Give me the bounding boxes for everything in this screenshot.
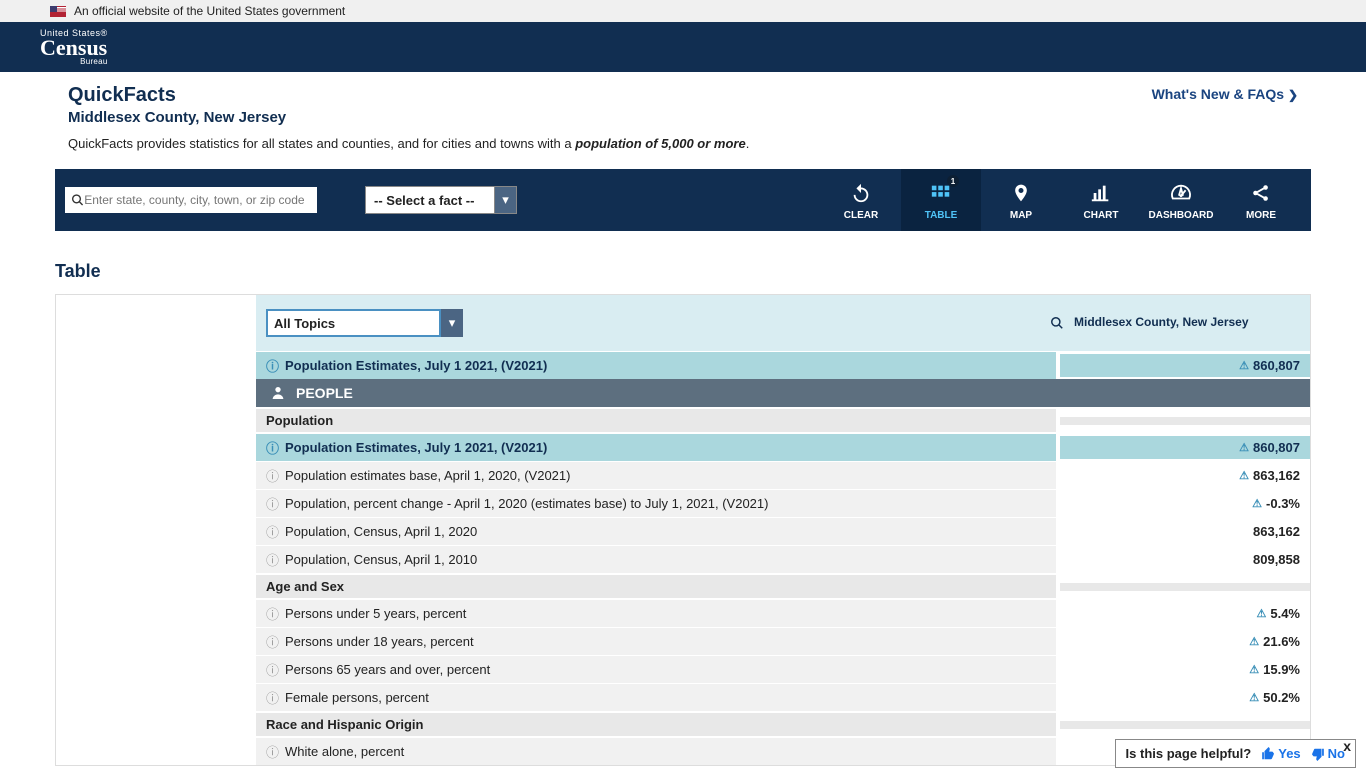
warning-icon[interactable]: ⚠ — [1252, 497, 1262, 510]
data-table: All Topics ▾ Middlesex County, New Jerse… — [55, 294, 1311, 766]
section-people: PEOPLE — [256, 379, 1310, 407]
table-row: ⓘPopulation, percent change - April 1, 2… — [256, 489, 1310, 517]
gov-banner-text: An official website of the United States… — [74, 4, 345, 18]
page-subtitle: Middlesex County, New Jersey — [68, 109, 1298, 126]
topics-select[interactable]: All Topics ▾ — [266, 309, 463, 337]
feedback-widget: x Is this page helpful? Yes No — [1115, 739, 1356, 768]
chevron-down-icon: ▾ — [441, 309, 463, 337]
warning-icon[interactable]: ⚠ — [1249, 691, 1259, 704]
geo-search[interactable] — [65, 187, 317, 213]
subsection-race: Race and Hispanic Origin — [256, 711, 1310, 737]
warning-icon[interactable]: ⚠ — [1239, 359, 1249, 372]
grid-icon — [930, 182, 952, 204]
map-button[interactable]: MAP — [981, 169, 1061, 231]
table-row: ⓘPersons under 5 years, percent ⚠5.4% — [256, 599, 1310, 627]
chevron-right-icon: ❯ — [1288, 88, 1298, 102]
gauge-icon — [1169, 182, 1193, 204]
info-icon[interactable]: ⓘ — [266, 466, 279, 485]
chart-button[interactable]: CHART — [1061, 169, 1141, 231]
warning-icon[interactable]: ⚠ — [1249, 663, 1259, 676]
map-pin-icon — [1011, 181, 1031, 205]
toolbar: -- Select a fact -- ▾ CLEAR TABLE MAP CH… — [55, 169, 1311, 231]
info-icon[interactable]: ⓘ — [266, 660, 279, 679]
feedback-question: Is this page helpful? — [1126, 746, 1252, 761]
search-icon — [71, 193, 84, 207]
table-row: ⓘPopulation estimates base, April 1, 202… — [256, 461, 1310, 489]
search-icon[interactable] — [1050, 316, 1064, 330]
table-row: ⓘPopulation Estimates, July 1 2021, (V20… — [256, 351, 1310, 379]
table-row: ⓘPersons under 18 years, percent ⚠21.6% — [256, 627, 1310, 655]
info-icon[interactable]: ⓘ — [266, 742, 279, 761]
warning-icon[interactable]: ⚠ — [1239, 469, 1249, 482]
info-icon[interactable]: ⓘ — [266, 550, 279, 569]
thumbs-down-icon — [1311, 747, 1325, 761]
info-icon[interactable]: ⓘ — [266, 632, 279, 651]
geo-name: Middlesex County, New Jersey — [1074, 315, 1249, 331]
table-row: ⓘPersons 65 years and over, percent ⚠15.… — [256, 655, 1310, 683]
feedback-yes-button[interactable]: Yes — [1261, 746, 1300, 761]
topics-select-value: All Topics — [266, 309, 441, 337]
gov-banner: An official website of the United States… — [0, 0, 1366, 22]
table-row: ⓘPopulation, Census, April 1, 2010 809,8… — [256, 545, 1310, 573]
feedback-no-button[interactable]: No — [1311, 746, 1345, 761]
table-row: ⓘPopulation, Census, April 1, 2020 863,1… — [256, 517, 1310, 545]
more-button[interactable]: MORE — [1221, 169, 1301, 231]
clear-button[interactable]: CLEAR — [821, 169, 901, 231]
share-icon — [1250, 182, 1272, 204]
thumbs-up-icon — [1261, 747, 1275, 761]
logo-main: Census — [40, 38, 108, 58]
info-icon[interactable]: ⓘ — [266, 604, 279, 623]
close-icon[interactable]: x — [1343, 738, 1351, 754]
warning-icon[interactable]: ⚠ — [1239, 441, 1249, 454]
census-logo[interactable]: United States® Census Bureau — [40, 28, 108, 67]
info-icon[interactable]: ⓘ — [266, 356, 279, 375]
subsection-population: Population — [256, 407, 1310, 433]
info-icon[interactable]: ⓘ — [266, 522, 279, 541]
info-icon[interactable]: ⓘ — [266, 688, 279, 707]
chevron-down-icon: ▾ — [495, 186, 517, 214]
page-description: QuickFacts provides statistics for all s… — [68, 136, 1298, 151]
table-row: ⓘFemale persons, percent ⚠50.2% — [256, 683, 1310, 711]
tool-icons: CLEAR TABLE MAP CHART DASHBOARD MORE — [821, 169, 1301, 231]
undo-icon — [850, 182, 872, 204]
person-icon — [270, 385, 286, 401]
section-title: Table — [55, 261, 1366, 282]
dashboard-button[interactable]: DASHBOARD — [1141, 169, 1221, 231]
warning-icon[interactable]: ⚠ — [1256, 607, 1266, 620]
table-button[interactable]: TABLE — [901, 169, 981, 231]
bar-chart-icon — [1090, 182, 1112, 204]
table-row: ⓘPopulation Estimates, July 1 2021, (V20… — [256, 433, 1310, 461]
geo-search-input[interactable] — [84, 193, 311, 207]
geo-column-head: Middlesex County, New Jersey — [1050, 315, 1300, 331]
whats-new-faqs-link[interactable]: What's New & FAQs ❯ — [1152, 86, 1298, 102]
header: QuickFacts Middlesex County, New Jersey … — [0, 72, 1366, 161]
data-grid: ⓘPopulation Estimates, July 1 2021, (V20… — [256, 351, 1310, 765]
warning-icon[interactable]: ⚠ — [1249, 635, 1259, 648]
page-title: QuickFacts — [68, 84, 1298, 107]
filter-row: All Topics ▾ Middlesex County, New Jerse… — [256, 295, 1310, 351]
fact-select[interactable]: -- Select a fact -- ▾ — [365, 186, 517, 214]
topbar: United States® Census Bureau — [0, 22, 1366, 72]
subsection-age-sex: Age and Sex — [256, 573, 1310, 599]
info-icon[interactable]: ⓘ — [266, 438, 279, 457]
fact-select-value: -- Select a fact -- — [365, 186, 495, 214]
us-flag-icon — [50, 6, 66, 17]
info-icon[interactable]: ⓘ — [266, 494, 279, 513]
